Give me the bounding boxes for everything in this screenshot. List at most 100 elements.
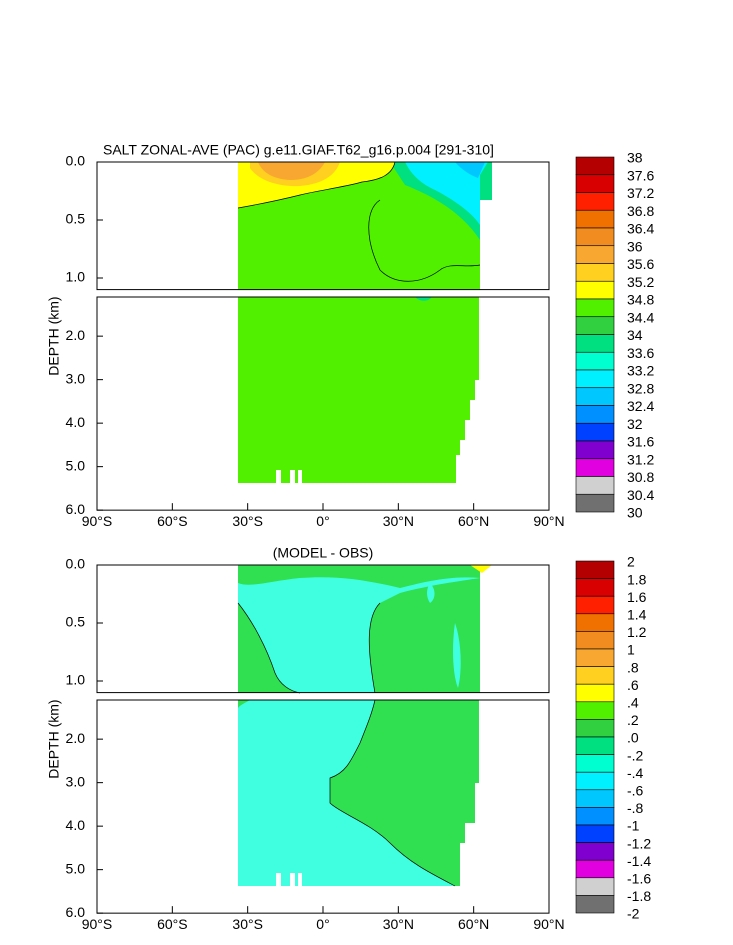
colorbar-box [575, 440, 615, 460]
colorbar-box [575, 595, 615, 615]
colorbar-label: -.8 [627, 800, 644, 816]
y-axis-label: DEPTH (km) [46, 296, 62, 375]
x-tick-label: 60°S [157, 916, 188, 932]
colorbar-box [575, 560, 615, 579]
colorbar-box [575, 842, 615, 861]
x-tick-label: 60°N [458, 916, 489, 932]
colorbar-box [575, 476, 615, 495]
colorbar-box [575, 405, 615, 424]
x-tick-label: 30°N [383, 916, 414, 932]
colorbar-box [575, 387, 615, 406]
y-tick-label: 0.0 [66, 556, 86, 572]
x-tick-label: 90°N [533, 916, 564, 932]
field-panel-1 [237, 161, 492, 483]
colorbar-box [575, 683, 615, 703]
colorbar-box [575, 719, 615, 738]
y-tick-label: 5.0 [66, 860, 86, 876]
field-panel-2 [237, 565, 492, 887]
y-tick-label: 1.0 [66, 672, 86, 688]
y-tick-label: 1.0 [66, 269, 86, 285]
x-tick-label: 60°N [458, 513, 489, 529]
x-tick-label: 90°S [82, 513, 113, 529]
colorbar-box [575, 895, 615, 914]
colorbar-box [575, 578, 615, 597]
colorbar-box [575, 824, 615, 843]
colorbar-box [575, 613, 615, 632]
colorbar-box [575, 156, 615, 176]
colorbar-label: 36.8 [627, 203, 654, 219]
colorbar-box [575, 174, 615, 193]
colorbar-label: 33.2 [627, 363, 654, 379]
colorbar-label: 2 [627, 554, 635, 570]
colorbar-label: 34 [627, 327, 643, 343]
colorbar-label: 32.4 [627, 398, 654, 414]
y-tick-label: 6.0 [66, 904, 86, 920]
colorbar-box [575, 754, 615, 773]
colorbar-box [575, 631, 615, 650]
colorbar-label: 32 [627, 416, 643, 432]
colorbar-box [575, 334, 615, 353]
colorbar-label: -1.8 [627, 888, 651, 904]
colorbar-box [575, 458, 615, 477]
y-tick-label: 4.0 [66, 817, 86, 833]
colorbar-label: .8 [627, 659, 639, 675]
colorbar-label: 36.4 [627, 221, 654, 237]
y-axis-label: DEPTH (km) [46, 699, 62, 778]
plot-frame [96, 161, 550, 291]
colorbar-label: -1.4 [627, 853, 651, 869]
colorbar-label: -.2 [627, 747, 644, 763]
chart-title: (MODEL - OBS) [273, 545, 374, 561]
chart-title: SALT ZONAL-AVE (PAC) g.e11.GIAF.T62_g16.… [103, 142, 494, 158]
colorbar-label: -.4 [627, 765, 644, 781]
colorbar-label: 38 [627, 150, 643, 166]
colorbar-box [575, 227, 615, 247]
colorbar-label: 31.2 [627, 451, 654, 467]
x-tick-label: 0° [316, 916, 329, 932]
y-tick-label: 0.5 [66, 211, 86, 227]
colorbar-label: 1 [627, 642, 635, 658]
colorbar-box [575, 351, 615, 371]
colorbar-label: 35.2 [627, 274, 654, 290]
colorbar-label: 37.6 [627, 167, 654, 183]
colorbar-label: .4 [627, 695, 639, 711]
colorbar-label: -1.2 [627, 835, 651, 851]
y-tick-label: 2.0 [66, 730, 86, 746]
x-tick-label: 90°N [533, 513, 564, 529]
colorbar-label: .2 [627, 712, 639, 728]
colorbar-box [575, 369, 615, 389]
colorbar-label: 31.6 [627, 434, 654, 450]
colorbar-label: -.6 [627, 783, 644, 799]
y-tick-label: 3.0 [66, 370, 86, 386]
colorbar-label: 37.2 [627, 185, 654, 201]
colorbar-box [575, 877, 615, 896]
colorbar-box [575, 280, 615, 300]
colorbar-label: -1 [627, 818, 640, 834]
colorbar-label: .6 [627, 677, 639, 693]
x-tick-label: 30°N [383, 513, 414, 529]
y-tick-label: 2.0 [66, 327, 86, 343]
x-tick-label: 60°S [157, 513, 188, 529]
colorbar-box [575, 807, 615, 826]
colorbar-box [575, 736, 615, 755]
colorbar-label: 36 [627, 238, 643, 254]
colorbar-box [575, 493, 615, 513]
x-tick-label: 30°S [232, 513, 263, 529]
colorbar-box [575, 298, 615, 318]
colorbar-label: 1.8 [627, 571, 647, 587]
colorbar-label: 1.2 [627, 624, 647, 640]
x-tick-label: 90°S [82, 916, 113, 932]
colorbar-label: 30.8 [627, 469, 654, 485]
colorbar-box [575, 245, 615, 264]
y-tick-label: 6.0 [66, 501, 86, 517]
colorbar-label: 34.8 [627, 292, 654, 308]
y-tick-label: 3.0 [66, 773, 86, 789]
y-tick-label: 0.0 [66, 153, 86, 169]
x-tick-label: 0° [316, 513, 329, 529]
colorbar-box [575, 789, 615, 808]
colorbar-label: 30 [627, 505, 643, 521]
colorbar-label: -2 [627, 906, 640, 922]
colorbar-box [575, 192, 615, 211]
colorbar-label: 30.4 [627, 487, 654, 503]
colorbar-label: 35.6 [627, 256, 654, 272]
